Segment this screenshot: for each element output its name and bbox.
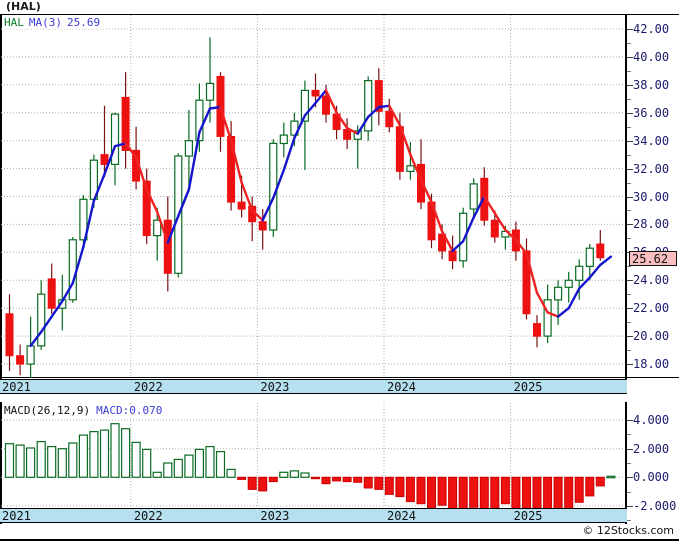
price-year-label: 2024 [387,380,416,394]
price-legend: HAL MA(3) 25.69 [4,16,106,29]
price-y-minor-tick [627,238,631,239]
price-y-tick-label: 30.00 [633,189,670,204]
price-y-minor-tick [627,183,631,184]
price-y-tick [627,141,633,142]
price-y-minor-tick [627,266,631,267]
price-y-tick [627,57,633,58]
price-y-minor-tick [627,99,631,100]
price-y-tick [627,29,633,30]
price-y-tick [627,169,633,170]
page-title: (HAL) [6,0,41,13]
macd-y-tick-label: -2.000 [633,498,677,513]
price-y-tick-label: 22.00 [633,301,670,316]
price-y-minor-tick [627,210,631,211]
legend-ma-label: MA(3) [28,16,62,29]
price-y-tick-label: 18.00 [633,357,670,372]
price-right-axis [625,14,627,379]
macd-year-label: 2023 [260,509,290,523]
macd-y-tick [627,506,633,507]
macd-y-tick-label: 4.000 [633,413,670,428]
price-y-tick [627,224,633,225]
macd-left-axis [0,402,2,524]
price-y-tick-label: 28.00 [633,217,670,232]
macd-y-tick [627,477,633,478]
macd-chart-svg [1,403,625,523]
macd-y-tick-label: 2.000 [633,441,670,456]
macd-y-minor-tick [627,520,631,521]
macd-right-axis [625,402,627,524]
macd-y-minor-tick [627,492,631,493]
price-y-tick-label: 24.00 [633,273,670,288]
footer-rule [0,539,679,541]
price-y-minor-tick [627,43,631,44]
price-y-minor-tick [627,350,631,351]
macd-y-minor-tick [627,434,631,435]
price-y-tick [627,308,633,309]
price-year-label: 2025 [513,380,543,394]
date-band-price: 2021 2022 2023 2024 2025 [0,379,627,394]
price-y-tick [627,197,633,198]
price-y-minor-tick [627,71,631,72]
macd-value: MACD:0.070 [96,404,163,417]
macd-y-tick [627,449,633,450]
macd-year-label: 2022 [133,509,163,523]
macd-year-label: 2024 [387,509,416,523]
last-price-tag: 25.62 [629,251,677,266]
price-y-tick-label: 40.00 [633,49,670,64]
macd-y-minor-tick [627,463,631,464]
macd-label: MACD(26,12,9) [4,404,91,417]
price-chart-svg [1,15,625,378]
legend-symbol: HAL [4,16,24,29]
price-y-tick-label: 34.00 [633,133,670,148]
price-year-label: 2023 [260,380,290,394]
price-y-tick-label: 42.00 [633,21,670,36]
price-y-minor-tick [627,322,631,323]
price-y-minor-tick [627,127,631,128]
price-y-tick [627,85,633,86]
price-y-tick [627,364,633,365]
price-y-tick-label: 38.00 [633,77,670,92]
price-y-tick-label: 20.00 [633,329,670,344]
footer-credit: © 12Stocks.com [582,524,674,537]
price-y-minor-tick [627,155,631,156]
price-y-tick-label: 32.00 [633,161,670,176]
price-y-tick [627,113,633,114]
price-y-minor-tick [627,294,631,295]
price-y-tick [627,336,633,337]
price-year-label: 2022 [133,380,163,394]
macd-y-tick [627,420,633,421]
date-band-macd: 2021 2022 2023 2024 2025 [0,508,627,523]
legend-ma-value: 25.69 [67,16,101,29]
macd-year-label: 2021 [2,509,31,523]
price-y-tick [627,280,633,281]
macd-legend: MACD(26,12,9) MACD:0.070 [4,404,169,417]
price-year-label: 2021 [2,380,31,394]
macd-year-label: 2025 [513,509,543,523]
macd-y-tick-label: 0.000 [633,470,670,485]
price-y-tick-label: 36.00 [633,105,670,120]
